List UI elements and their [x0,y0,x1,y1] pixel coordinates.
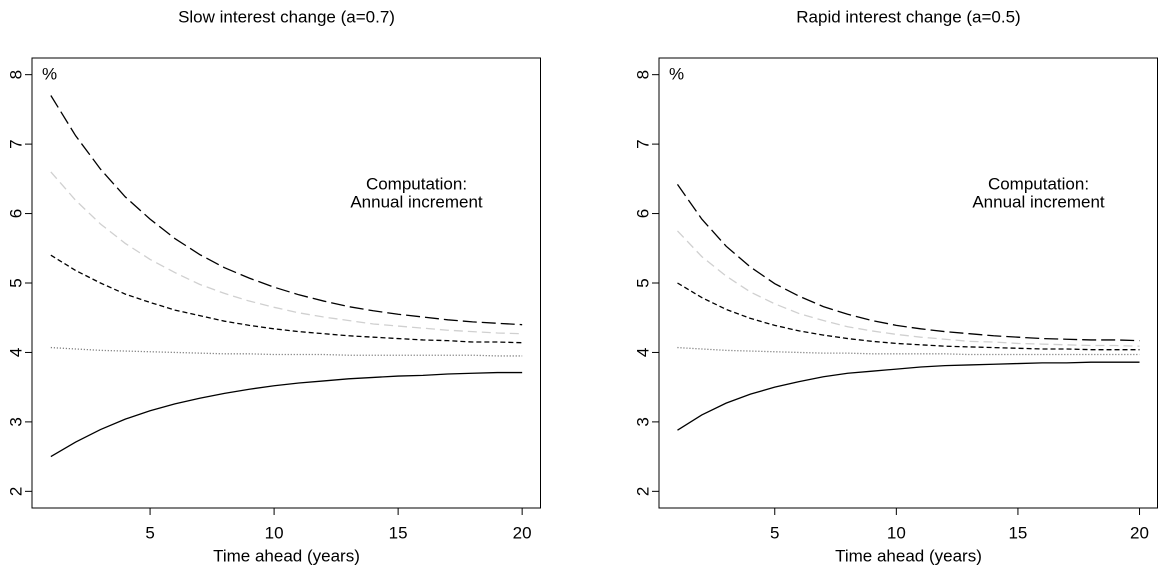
x-tick-label: 10 [887,523,906,542]
x-axis-label: Time ahead (years) [835,546,982,565]
y-tick-label: 2 [633,487,652,496]
annotation: Computation: [988,174,1089,193]
x-tick-label: 15 [389,523,408,542]
y-tick-label: 5 [6,278,25,287]
data-line [677,230,1140,347]
y-tick-label: 8 [6,70,25,79]
plot-frame [658,57,1158,509]
x-tick-label: 10 [265,523,284,542]
x-tick-label: 5 [770,523,779,542]
annotation: % [42,64,57,83]
y-tick-label: 6 [6,209,25,218]
y-tick-label: 7 [6,139,25,148]
x-tick-label: 20 [1130,523,1149,542]
y-tick-label: 7 [633,139,652,148]
data-line [50,346,523,357]
y-tick-label: 2 [6,487,25,496]
data-line [677,346,1140,356]
data-line [677,361,1140,431]
data-line [50,254,523,344]
y-tick-label: 6 [633,209,652,218]
data-line [677,282,1140,351]
y-tick-label: 8 [633,70,652,79]
chart-title: Slow interest change (a=0.7) [178,7,395,26]
annotation: Computation: [366,174,467,193]
y-tick-label: 3 [6,417,25,426]
data-line [50,171,523,335]
annotation: Annual increment [972,192,1105,211]
data-line [50,371,523,458]
x-tick-label: 5 [145,523,154,542]
annotation: % [669,64,684,83]
data-line [50,95,523,326]
y-tick-label: 4 [6,348,25,357]
y-tick-label: 5 [633,278,652,287]
data-line [676,184,1140,342]
x-tick-label: 20 [513,523,532,542]
x-axis-label: Time ahead (years) [213,546,360,565]
plot-frame [31,57,541,509]
annotation: Annual increment [350,192,483,211]
chart-title: Rapid interest change (a=0.5) [796,7,1020,26]
y-tick-label: 4 [633,348,652,357]
x-tick-label: 15 [1008,523,1027,542]
y-tick-label: 3 [633,417,652,426]
